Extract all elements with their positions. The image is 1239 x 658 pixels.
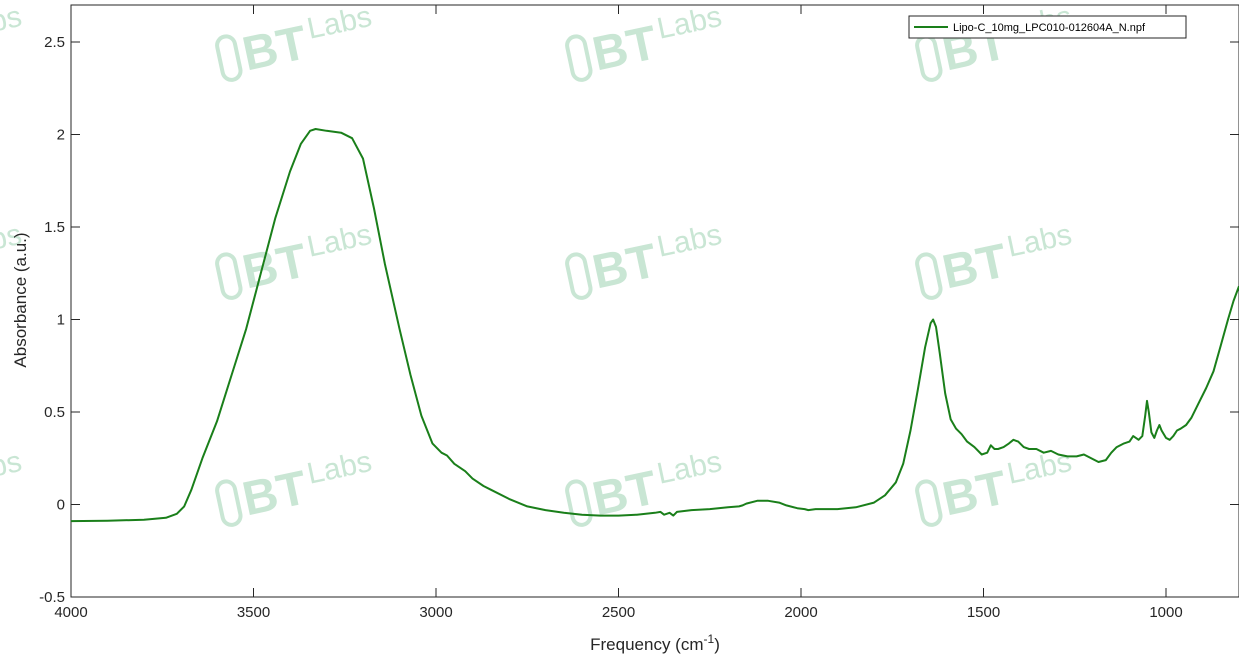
legend-box (908, 15, 1187, 39)
y-tick-label: 2.5 (44, 34, 65, 51)
watermark-tube-icon (215, 252, 243, 300)
watermark-tube-icon (565, 34, 593, 82)
y-tick-label: 0 (57, 497, 65, 514)
watermark-big-text: BT (588, 16, 662, 81)
watermark-tube-icon (215, 34, 243, 82)
watermark-small-text: Labs (654, 218, 725, 264)
watermark-layer: BTLabsBTLabsBTLabsBTLabsBTLabsBTLabsBTLa… (0, 0, 1075, 527)
watermark-tube-icon (915, 252, 943, 300)
watermark-big-text: BT (238, 461, 312, 526)
watermark-small-text: Labs (654, 445, 725, 491)
watermark-tube-icon (565, 479, 593, 527)
x-axis-label-main: Frequency (cm (590, 635, 703, 654)
legend-series-label: Lipo-C_10mg_LPC010-012604A_N.npf (953, 22, 1146, 34)
x-tick-label: 3500 (237, 604, 270, 621)
x-axis-label: Frequency (cm-1) (590, 632, 720, 654)
y-tick-label: 1 (57, 312, 65, 329)
watermark-tube-icon (915, 34, 943, 82)
watermark-big-text: BT (588, 461, 662, 526)
watermark-tube-icon (915, 479, 943, 527)
y-tick-label: 0.5 (44, 404, 65, 421)
x-axis: 4000 3500 3000 2500 2000 1500 1000 (54, 5, 1183, 621)
watermark-big-text: BT (938, 461, 1012, 526)
watermark-small-text: Labs (304, 0, 375, 46)
y-tick-label: 2 (57, 127, 65, 144)
legend: Lipo-C_10mg_LPC010-012604A_N.npf (908, 15, 1187, 39)
y-tick-label: -0.5 (39, 589, 65, 606)
x-tick-label: 4000 (54, 604, 87, 621)
x-tick-label: 2500 (602, 604, 635, 621)
series-line (70, 128, 1239, 523)
watermark-small-text: Labs (0, 445, 25, 491)
watermark-tube-icon (565, 252, 593, 300)
watermark-small-text: Labs (304, 445, 375, 491)
x-axis-label-superscript: -1 (704, 632, 715, 646)
y-axis-label: Absorbance (a.u.) (11, 232, 30, 367)
watermark-small-text: Labs (304, 218, 375, 264)
series-layer (70, 128, 1239, 523)
watermark-big-text: BT (938, 234, 1012, 299)
y-tick-label: 1.5 (44, 219, 65, 236)
watermark-tube-icon (215, 479, 243, 527)
x-tick-label: 1500 (967, 604, 1000, 621)
watermark-small-text: Labs (0, 0, 25, 46)
watermark-big-text: BT (238, 16, 312, 81)
plot-area-box (70, 4, 1239, 598)
watermark-small-text: Labs (654, 0, 725, 46)
watermark-big-text: BT (588, 234, 662, 299)
x-tick-label: 1000 (1149, 604, 1182, 621)
x-tick-label: 2000 (784, 604, 817, 621)
y-axis: -0.5 0 0.5 1 1.5 2 2.5 (39, 34, 1239, 606)
x-tick-label: 3000 (419, 604, 452, 621)
watermark-small-text: Labs (1004, 445, 1075, 491)
watermark-big-text: BT (238, 234, 312, 299)
watermark-small-text: Labs (1004, 218, 1075, 264)
x-axis-label-end: ) (714, 635, 720, 654)
